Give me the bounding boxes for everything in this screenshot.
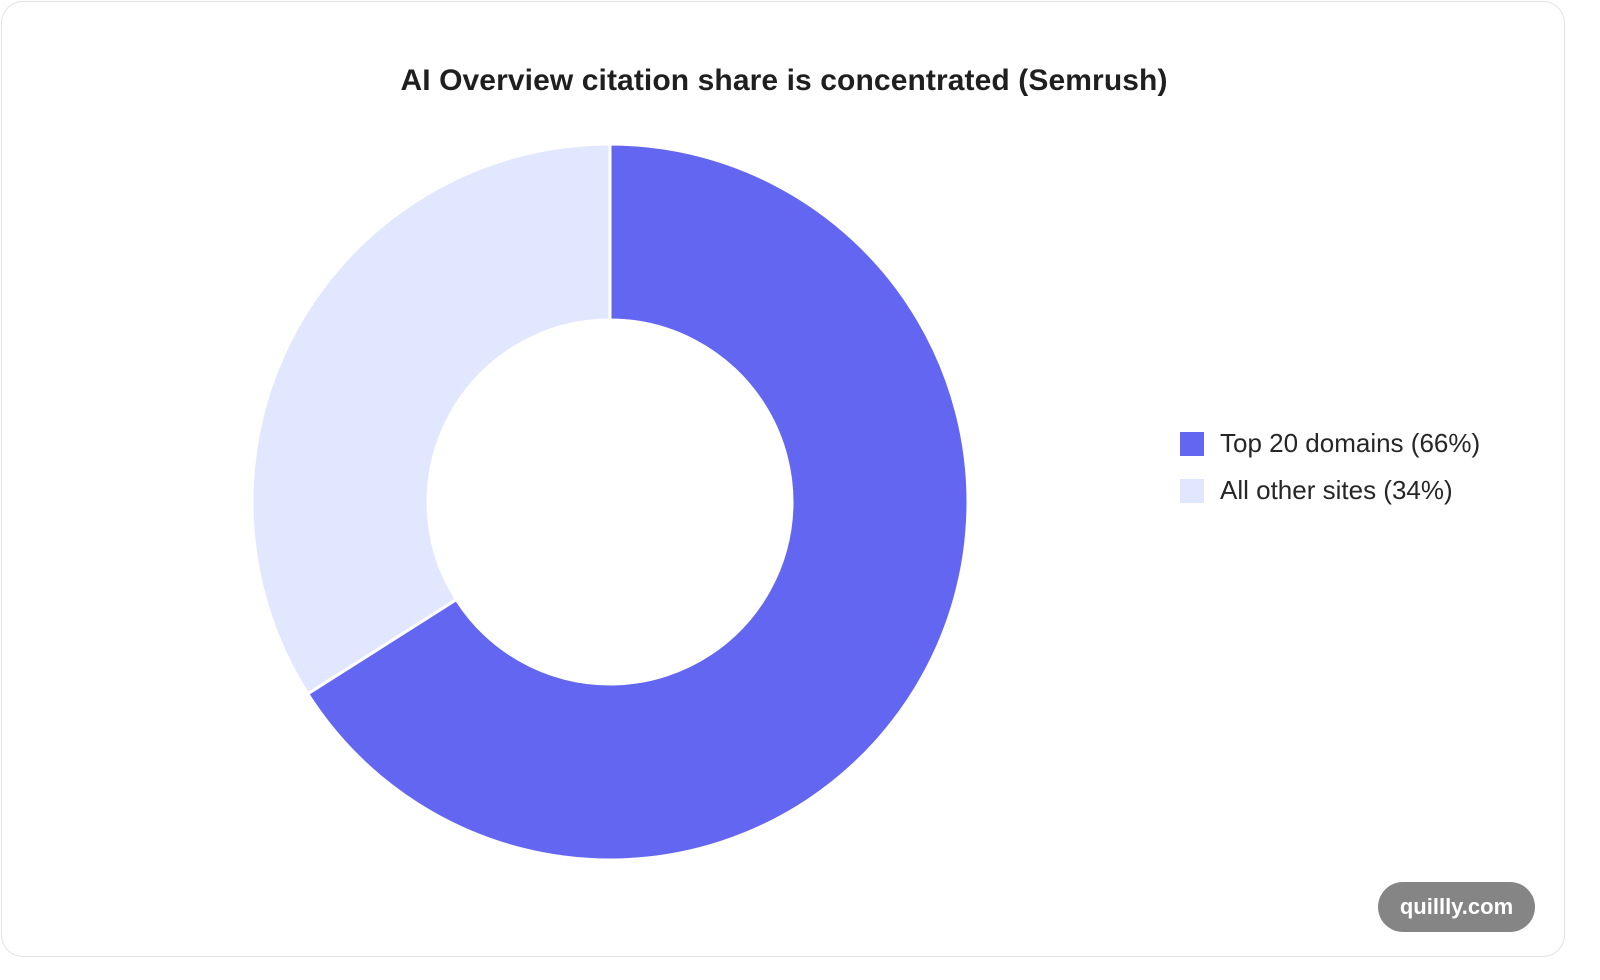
watermark-badge[interactable]: quillly.com [1378,882,1535,932]
legend-swatch [1180,478,1204,503]
chart-title: AI Overview citation share is concentrat… [400,64,1168,97]
donut-slice-top-20-domains[interactable] [305,142,970,862]
legend-swatch [1180,431,1204,456]
donut-slice-all-other-sites[interactable] [250,142,612,696]
legend-label: Top 20 domains (66%) [1220,428,1481,458]
legend: Top 20 domains (66%) All other sites (34… [1180,420,1480,514]
legend-item-all-other-sites[interactable]: All other sites (34%) [1180,467,1480,514]
donut-slices [250,142,970,862]
legend-item-top-20-domains[interactable]: Top 20 domains (66%) [1180,420,1480,467]
legend-label: All other sites (34%) [1220,475,1453,505]
